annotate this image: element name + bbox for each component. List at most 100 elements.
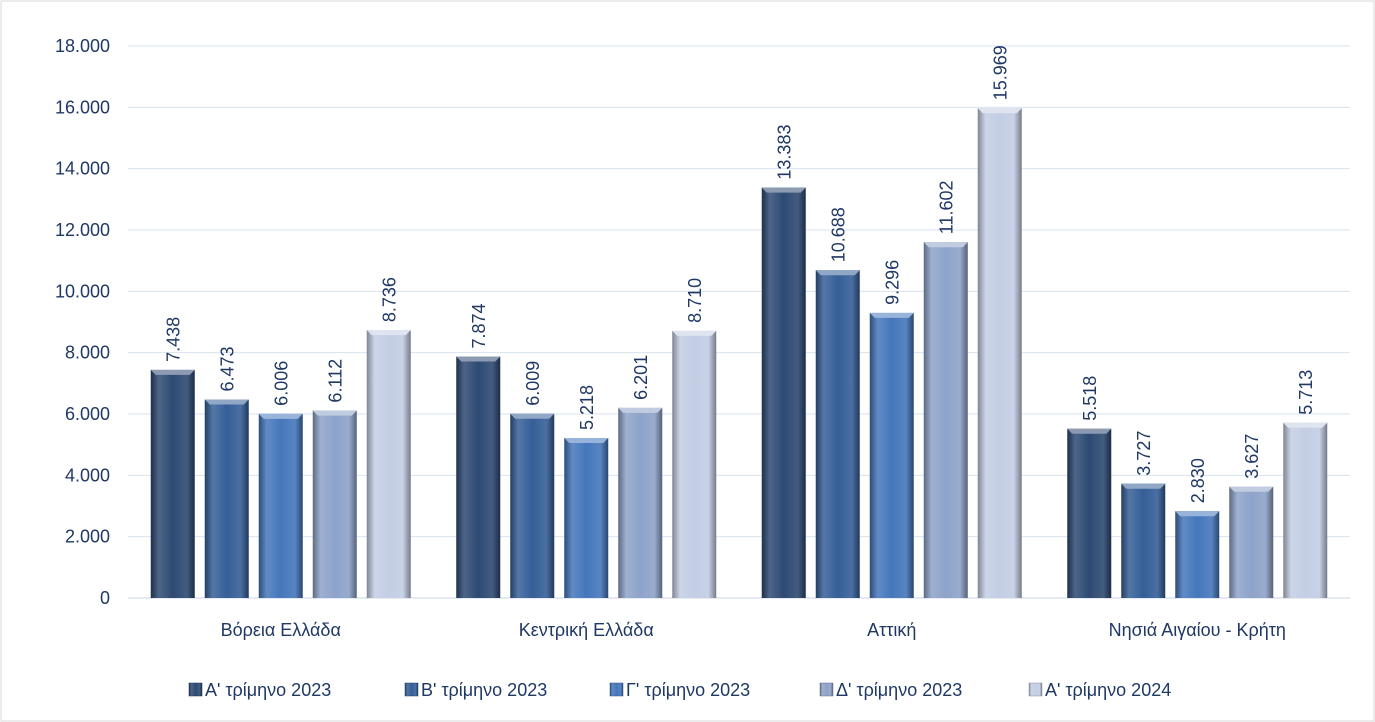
x-axis-categories: Βόρεια Ελλάδα Κεντρική Ελλάδα Αττική Νησιά …	[221, 620, 1286, 640]
data-label: 8.736	[380, 277, 400, 322]
bar	[1175, 511, 1220, 598]
data-label: 7.438	[164, 317, 184, 362]
bar-bevel	[672, 330, 717, 336]
bar-body	[564, 437, 609, 598]
data-label: 9.296	[883, 260, 903, 305]
legend: Α' τρίμηνο 2023 Β' τρίμηνο 2023 Γ' τρίμηνο…	[188, 680, 1171, 700]
y-tick-label: 14.000	[55, 159, 110, 179]
y-tick-label: 4.000	[65, 465, 110, 485]
bar-body	[869, 312, 914, 598]
bar-body	[1283, 422, 1328, 598]
bars	[150, 108, 1328, 599]
bar	[761, 187, 806, 598]
legend-swatch	[404, 682, 419, 697]
data-label: 2.830	[1188, 458, 1208, 503]
category-label: Αττική	[867, 620, 916, 640]
data-label: 6.112	[326, 359, 346, 403]
legend-swatch	[1028, 682, 1043, 697]
bar	[150, 369, 195, 598]
bar-body	[258, 413, 303, 598]
legend-label: Α' τρίμηνο 2024	[1045, 680, 1171, 700]
bar-body	[1067, 428, 1112, 598]
bar-body	[366, 330, 411, 598]
legend-swatch	[188, 682, 203, 697]
legend-label: Γ' τρίμηνο 2023	[626, 680, 750, 700]
bar	[366, 330, 411, 598]
bar-body	[761, 187, 806, 598]
legend-item: Α' τρίμηνο 2023	[188, 680, 331, 700]
bar-bevel	[923, 242, 968, 248]
data-label: 3.727	[1134, 431, 1154, 476]
legend-swatch	[819, 682, 834, 697]
y-tick-label: 18.000	[55, 36, 110, 56]
bar-body	[618, 407, 663, 598]
legend-label: Β' τρίμηνο 2023	[421, 680, 547, 700]
y-tick-label: 2.000	[65, 527, 110, 547]
y-tick-label: 16.000	[55, 97, 110, 117]
data-label: 3.627	[1242, 434, 1262, 479]
data-label: 11.602	[937, 180, 957, 234]
bar	[923, 242, 968, 599]
category-label: Βόρεια Ελλάδα	[221, 620, 341, 640]
bar-bevel	[366, 330, 411, 336]
bar-bevel	[1121, 483, 1166, 489]
bar	[618, 407, 663, 598]
bar-body	[1121, 483, 1166, 598]
category-label: Κεντρική Ελλάδα	[519, 620, 654, 640]
bar-bevel	[618, 407, 663, 413]
bar-bevel	[1283, 422, 1328, 428]
data-label: 13.383	[775, 125, 795, 180]
bar-bevel	[1067, 428, 1112, 434]
data-label: 6.006	[272, 361, 292, 406]
bar-body	[1229, 486, 1274, 598]
legend-label: Α' τρίμηνο 2023	[205, 680, 331, 700]
bar-body	[456, 356, 501, 598]
bar	[1121, 483, 1166, 598]
legend-label: Δ' τρίμηνο 2023	[836, 680, 962, 700]
y-axis-ticks: 0 2.000 4.000 6.000 8.000 10.000 12.000 14.000 1…	[55, 36, 110, 608]
data-label: 6.009	[523, 361, 543, 406]
bar-body	[1175, 511, 1220, 598]
bar-body	[977, 108, 1022, 598]
bar-bevel	[869, 312, 914, 318]
bar	[1067, 428, 1112, 598]
bar-body	[204, 399, 249, 598]
bar-body	[510, 413, 555, 598]
bar-bevel	[204, 399, 249, 405]
data-label: 8.710	[685, 278, 705, 323]
bar-bevel	[510, 413, 555, 419]
bar	[977, 108, 1022, 598]
y-tick-label: 6.000	[65, 404, 110, 424]
data-label: 6.473	[218, 346, 238, 391]
data-label: 7.874	[469, 303, 489, 348]
y-tick-label: 10.000	[55, 281, 110, 301]
data-label: 10.688	[829, 207, 849, 262]
bar	[1283, 422, 1328, 598]
data-label: 5.218	[577, 385, 597, 430]
bar-bevel	[1229, 486, 1274, 492]
bar-body	[672, 330, 717, 598]
data-label: 5.518	[1080, 376, 1100, 421]
bar-bevel	[456, 356, 501, 362]
bar-bevel	[815, 270, 860, 276]
bar	[815, 270, 860, 598]
bar	[564, 437, 609, 598]
bar-bevel	[312, 410, 357, 416]
bar	[510, 413, 555, 598]
bar-body	[150, 369, 195, 598]
gridlines	[128, 45, 1350, 599]
bar-bevel	[1175, 511, 1220, 517]
y-tick-label: 0	[100, 588, 110, 608]
bar-body	[312, 410, 357, 598]
bar	[1229, 486, 1274, 598]
data-label: 5.713	[1296, 370, 1316, 415]
bar	[672, 330, 717, 598]
legend-item: Β' τρίμηνο 2023	[404, 680, 547, 700]
bar-bevel	[258, 413, 303, 419]
bar-bevel	[150, 369, 195, 375]
bar	[204, 399, 249, 598]
data-label: 6.201	[631, 355, 651, 400]
